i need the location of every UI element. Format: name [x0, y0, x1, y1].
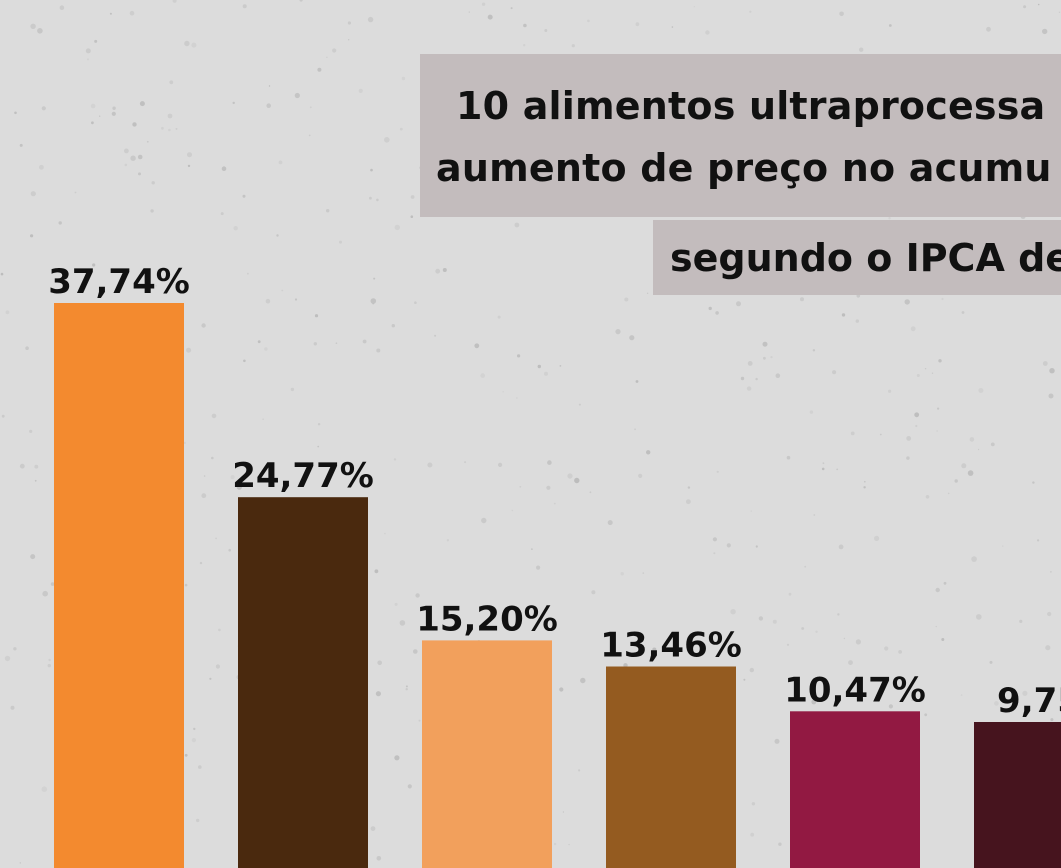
bar-value-label-5: 10,47% [784, 670, 926, 710]
bar-1 [54, 303, 184, 868]
bar-2 [238, 497, 368, 868]
bar-value-label-3: 15,20% [416, 599, 558, 639]
bar-5 [790, 711, 920, 868]
bar-3 [422, 640, 552, 868]
bar-value-label-2: 24,77% [232, 456, 374, 496]
chart-title-line-1: 10 alimentos ultraprocessa [456, 84, 1046, 128]
chart-title-line-2: aumento de preço no acumu [436, 146, 1052, 190]
title-box [420, 54, 1061, 217]
subtitle-box [653, 220, 1061, 295]
bar-value-label-1: 37,74% [48, 262, 190, 302]
bar-value-label-4: 13,46% [600, 626, 742, 666]
chart-subtitle: segundo o IPCA de [670, 236, 1061, 280]
bar-4 [606, 666, 736, 868]
bar-value-label-6: 9,75 [997, 681, 1061, 721]
bar-6 [974, 722, 1061, 868]
